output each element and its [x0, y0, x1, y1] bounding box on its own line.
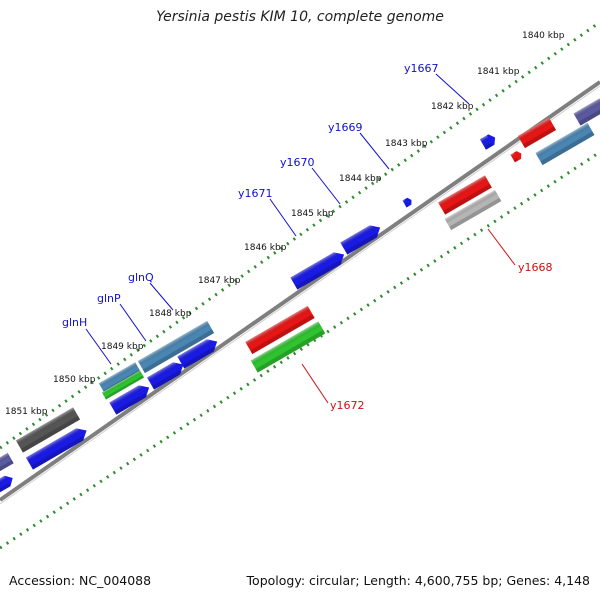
feature-red-top-right: [517, 117, 557, 149]
feature-y1669: [402, 197, 412, 208]
gene-label-y1667[interactable]: y1667: [404, 62, 439, 75]
gene-label-glnQ[interactable]: glnQ: [128, 271, 154, 284]
ruler-tick-label-1841: 1841 kbp: [477, 67, 520, 77]
gene-label-y1670[interactable]: y1670: [280, 156, 315, 169]
feature-glnH: [147, 361, 184, 390]
feature-red-lower: [245, 305, 315, 355]
leader-line-y1672: [301, 363, 329, 404]
genes-value: 4,148: [554, 573, 590, 588]
feature-cds-left: [25, 427, 87, 470]
gene-label-y1671[interactable]: y1671: [238, 187, 273, 200]
ruler-tick-label-1842: 1842 kbp: [431, 102, 474, 112]
accession-footer: Accession: NC_004088: [9, 573, 151, 588]
leader-line-y1671: [269, 198, 297, 237]
gene-label-y1672[interactable]: y1672: [330, 399, 365, 412]
ruler-tick-label-1847: 1847 kbp: [198, 276, 241, 286]
feature-glnP: [177, 338, 218, 369]
leader-line-glnH: [85, 328, 112, 365]
feature-green-small: [101, 370, 145, 400]
ruler-tick-label-1848: 1848 kbp: [149, 309, 192, 319]
genome-backbone-shadow: [0, 85, 600, 505]
feature-slate-edge: [573, 98, 600, 126]
ruler-tick-label-1849: 1849 kbp: [101, 342, 144, 352]
ruler-tick-label-1843: 1843 kbp: [385, 139, 428, 149]
feature-cds-small: [109, 384, 150, 415]
genes-label: Genes:: [506, 573, 551, 588]
feature-y1670: [340, 224, 381, 255]
leader-line-y1668: [487, 228, 516, 266]
gene-label-y1669[interactable]: y1669: [328, 121, 363, 134]
feature-red-upper-mid: [438, 175, 492, 215]
leader-line-glnQ: [149, 282, 174, 311]
length-label: Length:: [363, 573, 411, 588]
feature-cds-edge: [0, 475, 13, 494]
ruler-tick-label-1844: 1844 kbp: [339, 174, 382, 184]
genome-summary-footer: Topology: circular; Length: 4,600,755 bp…: [246, 573, 590, 588]
leader-line-y1670: [311, 167, 341, 205]
length-value: 4,600,755 bp: [414, 573, 499, 588]
gene-label-glnP[interactable]: glnP: [97, 292, 121, 305]
ruler-tick-label-1846: 1846 kbp: [244, 243, 287, 253]
topology-value: circular: [309, 573, 356, 588]
gene-label-y1668[interactable]: y1668: [518, 261, 553, 274]
leader-line-y1669: [359, 132, 390, 170]
feature-y1671: [290, 251, 345, 290]
accession-value: NC_004088: [79, 573, 152, 588]
feature-slate-left: [0, 452, 14, 474]
feature-green-lower: [250, 321, 326, 373]
genome-map-canvas: 1840 kbp 1841 kbp 1842 kbp 1843 kbp 1844 kbp…: [0, 20, 600, 550]
feature-grey: [444, 189, 502, 231]
map-title: Yersinia pestis KIM 10, complete genome: [156, 9, 444, 25]
gene-label-glnH[interactable]: glnH: [62, 316, 87, 329]
feature-red-tiny: [510, 151, 522, 163]
ruler-tick-label-1851: 1851 kbp: [5, 407, 48, 417]
ruler-tick-label-1845: 1845 kbp: [291, 209, 334, 219]
topology-label: Topology:: [246, 573, 306, 588]
accession-label: Accession:: [9, 573, 76, 588]
feature-steel-right: [535, 122, 595, 166]
feature-y1667: [479, 134, 496, 150]
ruler-tick-label-1850: 1850 kbp: [53, 375, 96, 385]
feature-glnQ: [137, 320, 215, 374]
genome-backbone: [0, 80, 600, 502]
ruler-tick-label-1840: 1840 kbp: [522, 31, 565, 41]
leader-line-y1667: [435, 73, 470, 105]
leader-line-glnP: [119, 303, 147, 342]
feature-dark: [15, 407, 81, 453]
